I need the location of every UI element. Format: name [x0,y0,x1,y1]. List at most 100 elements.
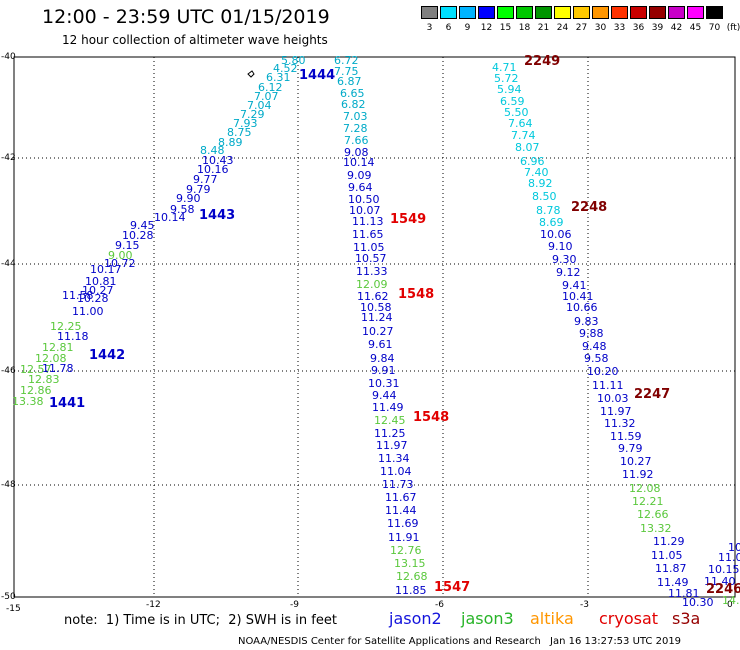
wave-height-value: 4.52 [273,62,298,75]
wave-height-value: 10.07 [349,204,381,217]
pass-time-label: 1441 [49,396,86,411]
wave-height-value: 12.86 [20,384,52,397]
page-subtitle: 12 hour collection of altimeter wave hei… [62,33,328,47]
legend-cryosat: cryosat [599,609,659,628]
wave-height-value: 11.49 [657,576,689,589]
pass-time-label: 1549 [390,212,427,227]
wave-height-value: 10.15 [708,563,740,576]
scale-label: 24 [556,23,569,33]
pass-time-label: 2246 [706,582,740,597]
scale-label: 33 [613,23,626,33]
wave-height-value: 11.78 [42,362,74,375]
legend-s3a: s3a [672,609,701,628]
wave-height-value: 11.85 [395,584,427,597]
wave-height-value: 8.69 [539,216,564,229]
wave-height-value: 10.50 [348,193,380,206]
scale-swatch [687,6,704,19]
wave-height-value: 12.57 [20,363,52,376]
wave-height-value: 8.48 [200,144,225,157]
wave-height-value: 8.75 [227,126,252,139]
pass-time-label: 2249 [524,54,561,69]
wave-height-value: 9.45 [130,219,155,232]
wave-height-value: 9.58 [584,352,609,365]
scale-label: 42 [670,23,683,33]
latitude-tick-label: -46 [1,366,16,376]
wave-height-value: 12.08 [35,352,67,365]
wave-height-value: 9.48 [582,340,607,353]
wave-height-value: 9.41 [562,279,587,292]
wave-height-value: 10.28 [77,292,109,305]
scale-label: 6 [445,23,452,33]
scale-label: 30 [594,23,607,33]
wave-height-value: 11.69 [387,517,419,530]
wave-height-value: 13.15 [394,557,426,570]
wave-height-value: 11.97 [376,439,408,452]
wave-height-value: 6.31 [266,71,291,84]
pass-time-label: 1443 [199,208,236,223]
generated-timestamp: Jan 16 13:27:53 UTC 2019 [550,636,682,647]
wave-height-value: 10.17 [90,263,122,276]
latitude-tick-label: -44 [1,259,16,269]
legend-jason2: jason2 [389,609,442,628]
wave-height-value: 10.66 [566,301,598,314]
wave-height-value: 10.03 [597,392,629,405]
wave-height-value: 6.12 [258,81,283,94]
wave-height-value: 5.80 [281,54,306,67]
wave-height-value: 11.0 [718,551,740,564]
wave-height-value: 12.83 [28,373,60,386]
scale-label: 45 [689,23,702,33]
wave-height-value: 11.24 [361,311,393,324]
wave-height-value: 11.81 [668,587,700,600]
wave-height-value: 7.93 [233,117,258,130]
longitude-tick-label: -9 [290,600,299,610]
wave-height-value: 13.38 [12,395,44,408]
scale-label: 39 [651,23,664,33]
wave-height-value: 8.50 [532,190,557,203]
wave-height-value: 9.09 [347,169,372,182]
wave-height-value: 11.32 [604,417,636,430]
wave-height-value: 10.14 [154,211,186,224]
wave-height-value: 12.09 [356,278,388,291]
wave-height-value: 9.90 [176,192,201,205]
wave-height-value: 11.25 [374,427,406,440]
wave-height-value: 6.96 [520,155,545,168]
wave-height-value: 10.30 [682,596,714,609]
scale-swatch [516,6,533,19]
latitude-tick-label: -40 [1,52,16,62]
scale-swatch [668,6,685,19]
wave-height-value: 5.50 [504,106,529,119]
wave-height-value: 12.81 [42,341,74,354]
scale-label: 18 [518,23,531,33]
wave-height-value: 9.79 [618,442,643,455]
longitude-tick-label: -15 [6,604,21,614]
scale-label: 9 [464,23,471,33]
scale-swatch [459,6,476,19]
wave-height-value: 9.30 [552,253,577,266]
scale-swatch [535,6,552,19]
scale-swatch [440,6,457,19]
scale-unit: (ft) [726,23,740,33]
wave-height-value: 10 [728,541,740,554]
wave-height-value: 10.06 [540,228,572,241]
wave-height-value: 11.33 [356,265,388,278]
map-grid [14,57,735,597]
wave-height-value: 11.34 [378,452,410,465]
wave-height-value: 7.07 [254,90,279,103]
scale-swatch [478,6,495,19]
wave-height-value: 10.27 [82,284,114,297]
wave-height-value: 11.13 [352,215,384,228]
wave-height-value: 7.66 [344,134,369,147]
wave-height-value: 10.28 [122,229,154,242]
scale-label: 15 [499,23,512,33]
wave-height-value: 9.08 [344,146,369,159]
wave-height-value: 6.82 [341,98,366,111]
wave-height-value: 12.25 [50,320,82,333]
wave-height-value: 9.61 [368,338,393,351]
wave-height-value: 8.89 [218,136,243,149]
longitude-tick-label: -3 [580,600,589,610]
wave-height-value: 11.05 [353,241,385,254]
units-note: note: 1) Time is in UTC; 2) SWH is in fe… [64,613,337,628]
wave-height-value: 11.91 [388,531,420,544]
wave-height-value: 6.87 [337,75,362,88]
